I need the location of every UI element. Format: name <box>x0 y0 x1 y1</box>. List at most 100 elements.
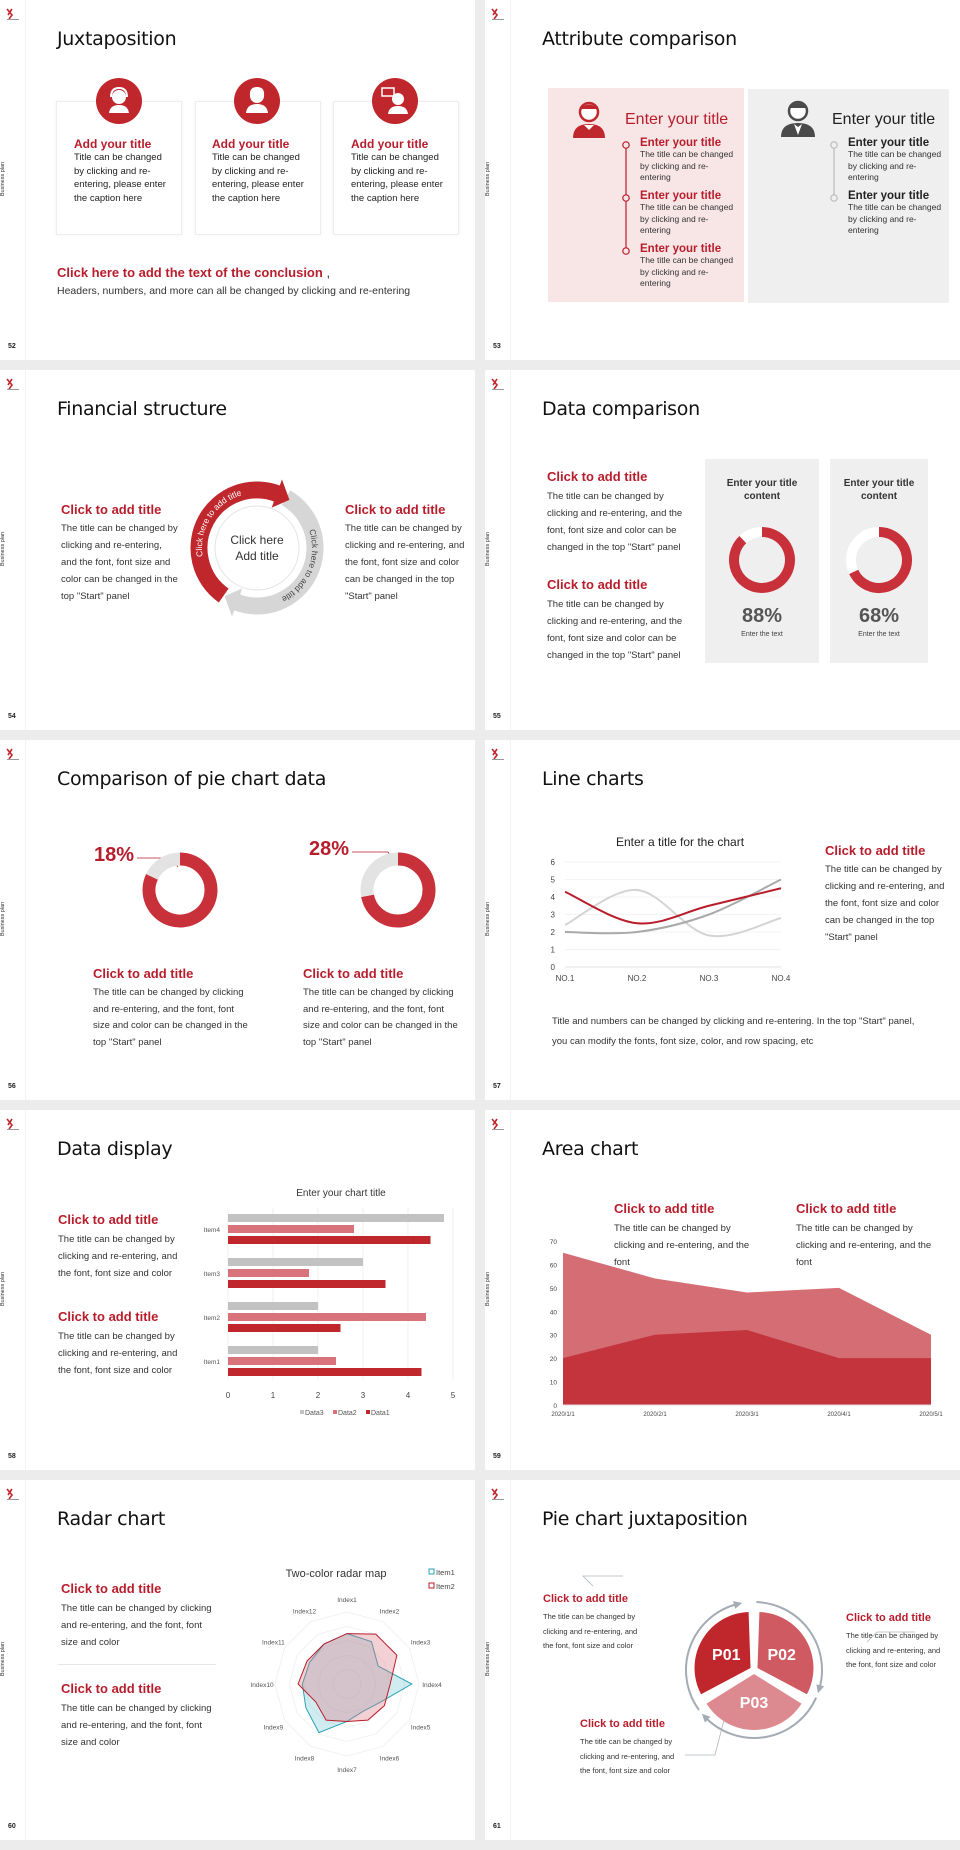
slide-59: Business plan 59 Area chart 0 10 20 30 40 50 6… <box>485 1110 960 1470</box>
logo-icon <box>491 1488 504 1500</box>
bar-Data2-Item4 <box>228 1225 354 1233</box>
left-title[interactable]: Click to add title <box>61 502 162 517</box>
stat-card: Enter your title content 88% Enter the t… <box>705 459 819 663</box>
slide-title: Area chart <box>542 1138 639 1160</box>
radar-axis-label: Index12 <box>293 1608 317 1615</box>
x-tick-label: 3 <box>361 1391 366 1400</box>
logo-icon <box>491 1118 504 1130</box>
conclusion-title-text: Click here to add the text of the conclu… <box>57 265 323 280</box>
pie-slice-P02[interactable] <box>757 1612 814 1695</box>
radar-axis-label: Index2 <box>380 1608 400 1615</box>
timeline-item: Enter your title The title can be changed… <box>848 190 944 237</box>
donut-remainder-arc <box>361 852 436 928</box>
connector-line <box>685 1715 726 1756</box>
radar-axis-label: Index7 <box>337 1767 357 1774</box>
chart-title: Enter your chart title <box>296 1188 386 1199</box>
block-body: The title can be changed by clicking and… <box>547 491 683 553</box>
radar-axis-label: Index10 <box>250 1682 274 1689</box>
slide-61: Business plan 61 Pie chart juxtaposition… <box>485 1480 960 1840</box>
legend-label: Data1 <box>371 1410 390 1417</box>
block-title[interactable]: Click to add title <box>543 1593 628 1605</box>
side-label: Business plan <box>485 901 492 937</box>
y-tick-label: 60 <box>550 1262 558 1269</box>
radar-axis-label: Index3 <box>411 1640 431 1647</box>
conclusion-title[interactable]: Click here to add the text of the conclu… <box>57 265 330 280</box>
businesswoman-icon <box>234 78 280 124</box>
stat-caption: Enter the text <box>858 631 900 638</box>
connector-line <box>582 1575 623 1587</box>
x-tick-label: 5 <box>451 1391 456 1400</box>
x-tick-label: NO.3 <box>700 974 719 983</box>
item-title: Enter your title <box>640 243 722 255</box>
block-title[interactable]: Click to add title <box>796 1201 897 1216</box>
radar-axis-label: Index1 <box>337 1597 357 1604</box>
block-title[interactable]: Click to add title <box>61 1681 162 1696</box>
cycle-center[interactable] <box>214 505 300 591</box>
cycle-gray-label[interactable]: Click here to add title <box>280 528 320 605</box>
side-label: Business plan <box>485 531 492 567</box>
block-title[interactable]: Click to add title <box>58 1212 159 1227</box>
pie-slice-P03[interactable] <box>706 1674 802 1730</box>
item-body: The title can be changed by clicking and… <box>848 202 942 235</box>
block-title[interactable]: Click to add title <box>547 469 648 484</box>
slide-57: Business plan 57 Line charts Enter a tit… <box>485 740 960 1100</box>
stat-card-title: Enter your title content <box>726 478 798 502</box>
radar-series-Item2 <box>297 1633 398 1722</box>
line-series-2 <box>564 878 782 935</box>
item-title[interactable]: Click to add title <box>303 966 404 981</box>
chart-title: Enter a title for the chart <box>616 835 745 849</box>
radar-grid-ring <box>317 1654 377 1714</box>
block-title[interactable]: Click to add title <box>547 577 648 592</box>
bar-chart: Enter your chart title 0 1 2 3 4 5 Item1 Item2 It… <box>204 1188 456 1417</box>
slide-title: Data comparison <box>542 398 700 420</box>
slide-title: Line charts <box>542 768 644 790</box>
block-body: The title can be changed by clicking and… <box>61 1603 212 1648</box>
block-title[interactable]: Click to add title <box>614 1201 715 1216</box>
stat-caption: Enter the text <box>741 631 783 638</box>
bar-Data2-Item3 <box>228 1269 309 1277</box>
page-number: 55 <box>493 713 501 720</box>
y-tick-label: 4 <box>551 893 556 902</box>
x-tick-label: NO.4 <box>772 974 791 983</box>
right-title[interactable]: Click to add title <box>345 502 446 517</box>
page-number: 56 <box>8 1083 16 1090</box>
pie-slice-P01[interactable] <box>694 1612 751 1695</box>
block-title[interactable]: Click to add title <box>61 1581 162 1596</box>
donut-value-arc <box>146 852 181 880</box>
block-title[interactable]: Click to add title <box>846 1612 931 1624</box>
side-title[interactable]: Click to add title <box>825 843 926 858</box>
timeline-item: Enter your title The title can be changed… <box>640 137 736 184</box>
slide-title: Radar chart <box>57 1508 166 1530</box>
radar-axis-label: Index8 <box>295 1756 315 1763</box>
consultant-chat-icon <box>372 78 418 124</box>
cycle-red-label[interactable]: Click here to add title <box>194 487 243 557</box>
radar-axis-label: Index11 <box>262 1640 285 1647</box>
page-number: 54 <box>8 713 16 720</box>
category-label: Item3 <box>204 1271 221 1278</box>
x-tick-label: 4 <box>406 1391 411 1400</box>
card-title: Add your title <box>74 137 152 151</box>
cycle-arrow-arc <box>704 1697 818 1739</box>
cycle-arrow-gray <box>224 588 243 617</box>
right-panel <box>748 89 949 303</box>
logo-icon <box>6 8 19 20</box>
block-title[interactable]: Click to add title <box>58 1309 159 1324</box>
area-series-0 <box>563 1252 931 1405</box>
logo-icon <box>6 1488 19 1500</box>
legend-swatch <box>333 1410 337 1414</box>
item-title: Enter your title <box>640 137 722 149</box>
page-number: 61 <box>493 1823 501 1830</box>
slide-sidebar <box>485 740 511 1100</box>
percent-label: 28% <box>309 838 350 860</box>
cycle-arc-red <box>190 481 282 603</box>
x-tick-label: NO.1 <box>556 974 575 983</box>
block-title[interactable]: Click to add title <box>580 1718 665 1730</box>
y-tick-label: 2 <box>551 928 556 937</box>
left-panel-title: Enter your title <box>625 111 729 128</box>
radar-grid-ring <box>274 1611 420 1757</box>
radar-grid-ring <box>288 1625 406 1743</box>
y-tick-label: 6 <box>551 858 556 867</box>
page-number: 57 <box>493 1083 501 1090</box>
x-tick-label: 1 <box>271 1391 276 1400</box>
item-title[interactable]: Click to add title <box>93 966 194 981</box>
